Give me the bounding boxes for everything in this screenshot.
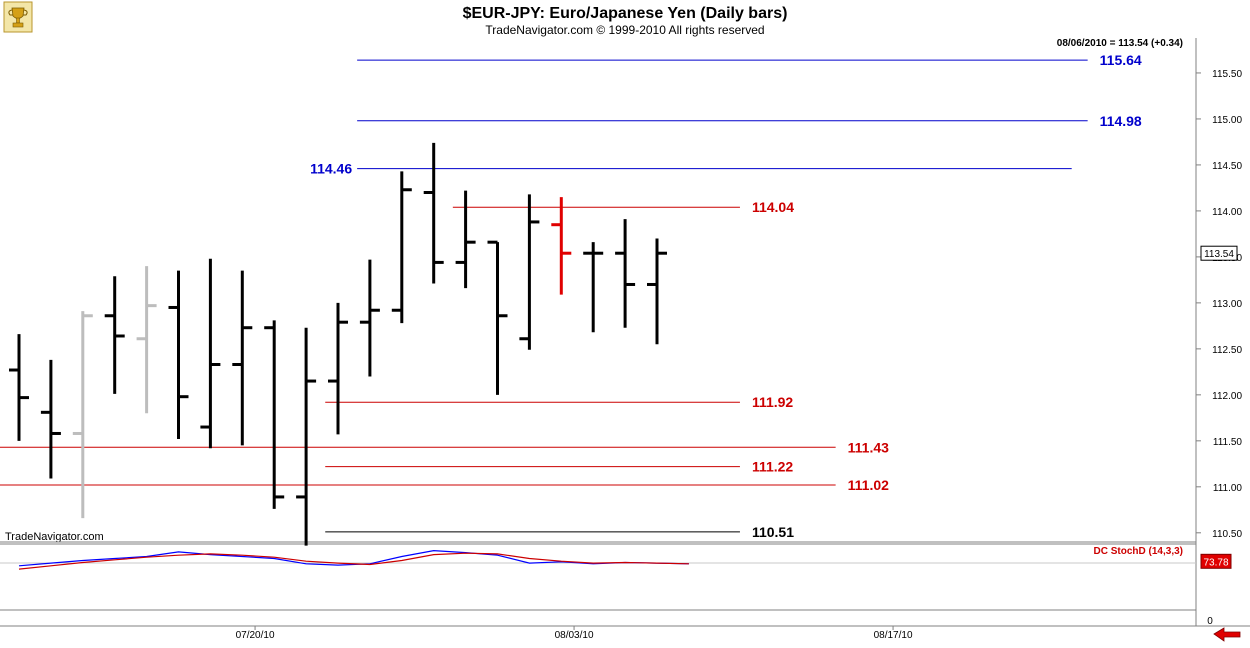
- stoch-last-box: [1200, 553, 1232, 569]
- ohlc-bar: [647, 238, 667, 345]
- price-tick-label: 110.50: [1212, 529, 1242, 540]
- date-tick-label: 07/20/10: [236, 630, 275, 641]
- ohlc-bar: [455, 190, 476, 289]
- chart-subtitle: TradeNavigator.com © 1999-2010 All right…: [485, 23, 764, 37]
- ohlc-bar: [551, 197, 572, 295]
- price-bars: [9, 142, 667, 546]
- price-tick-label: 111.00: [1213, 483, 1243, 494]
- date-axis: 07/20/10 08/03/10 08/17/10: [236, 626, 913, 641]
- ohlc-bar: [519, 194, 540, 350]
- price-tick-label: 112.50: [1212, 345, 1242, 356]
- level-label: 115.64: [1100, 52, 1142, 68]
- price-tick-label: 112.00: [1212, 391, 1242, 402]
- ohlc-bar: [168, 270, 189, 439]
- ohlc-bar: [615, 219, 636, 328]
- price-info: 08/06/2010 = 113.54 (+0.34): [1057, 38, 1183, 49]
- date-tick-label: 08/17/10: [874, 630, 913, 641]
- ohlc-bar: [40, 359, 61, 479]
- last-price-box: [1200, 245, 1238, 261]
- date-tick-label: 08/03/10: [555, 630, 594, 641]
- price-tick-label: 111.50: [1213, 437, 1243, 448]
- stochastic-panel: 73.78 0: [18, 549, 1232, 627]
- ohlc-bar: [391, 171, 412, 324]
- ohlc-bar: [583, 242, 604, 333]
- ohlc-bar: [359, 259, 380, 377]
- chart-frame: [0, 38, 1250, 627]
- price-tick-label: 115.50: [1212, 69, 1242, 80]
- ohlc-bar: [264, 320, 285, 509]
- price-tick-label: 114.50: [1212, 161, 1242, 172]
- level-label: 114.46: [310, 161, 352, 177]
- left-arrow-icon[interactable]: [1213, 627, 1241, 642]
- ohlc-bar: [9, 334, 29, 441]
- level-label: 111.92: [752, 394, 793, 410]
- trophy-icon[interactable]: [3, 1, 33, 33]
- watermark: TradeNavigator.com: [5, 531, 104, 543]
- ohlc-bar: [423, 142, 444, 284]
- ohlc-bar: [104, 276, 125, 394]
- level-label: 114.98: [1100, 113, 1142, 129]
- price-tick-label: 113.00: [1212, 299, 1242, 310]
- level-label: 110.51: [752, 524, 794, 540]
- ohlc-bar: [232, 270, 253, 446]
- stoch-last-label: 73.78: [1203, 557, 1228, 568]
- ohlc-bar: [487, 240, 508, 395]
- last-price-label: 113.54: [1204, 249, 1234, 260]
- level-label: 111.43: [848, 439, 889, 455]
- ohlc-bar: [328, 302, 348, 435]
- level-label: 111.22: [752, 459, 793, 475]
- stoch-line-k: [18, 549, 689, 567]
- chart-title: $EUR-JPY: Euro/Japanese Yen (Daily bars): [463, 5, 788, 22]
- ohlc-bar: [200, 258, 221, 449]
- price-tick-label: 114.00: [1212, 207, 1242, 218]
- ohlc-bar: [72, 311, 93, 519]
- support-resistance-levels: 115.64 114.98 114.46 114.04 111.92 111.43 111.…: [0, 52, 1142, 540]
- stoch-line-d: [18, 552, 689, 570]
- stoch-tick-label: 0: [1207, 616, 1213, 627]
- ohlc-bar: [136, 266, 157, 414]
- ohlc-bar: [296, 327, 317, 546]
- price-axis: 115.50115.00114.50114.00113.50113.00112.…: [1196, 69, 1242, 540]
- price-tick-label: 115.00: [1212, 115, 1242, 126]
- level-label: 111.02: [848, 477, 889, 493]
- level-label: 114.04: [752, 199, 794, 215]
- stoch-title: DC StochD (14,3,3): [1094, 546, 1183, 557]
